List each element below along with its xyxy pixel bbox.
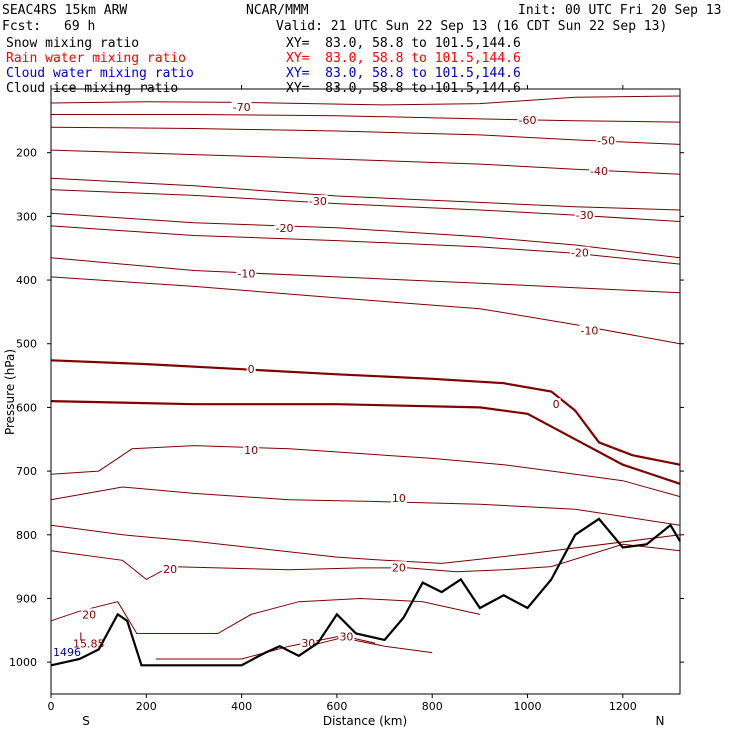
- contour-label-11: 0: [553, 398, 560, 411]
- y-tick-label-6: 800: [16, 529, 37, 542]
- y-tick-label-4: 600: [16, 401, 37, 414]
- y-tick-label-8: 1000: [9, 656, 37, 669]
- forecast-label: Fcst:: [2, 19, 42, 34]
- contour-line-1: [51, 114, 681, 123]
- y-tick-label-7: 900: [16, 592, 37, 605]
- init-time: Init: 00 UTC Fri 20 Sep 13: [518, 3, 722, 18]
- contour-label-6: -20: [276, 222, 294, 235]
- contour-label-bg: [243, 444, 260, 458]
- x-tick-label-6: 1200: [609, 700, 637, 713]
- contour-line-16: [50, 597, 481, 634]
- field-name-snow: Snow mixing ratio: [6, 36, 140, 51]
- contour-label-3: -40: [590, 165, 608, 178]
- contour-line-11: [50, 400, 681, 485]
- forecast-hours: 69 h: [64, 19, 96, 34]
- contour-label-bg: [596, 134, 617, 148]
- x-tick-label-5: 1000: [514, 700, 542, 713]
- annotation-0: L: [79, 631, 86, 644]
- contour-line-8: [50, 257, 681, 294]
- contour-label-10: 0: [248, 363, 255, 376]
- contour-label-bg: [579, 324, 600, 338]
- contour-label-bg: [551, 398, 561, 412]
- model-name: SEAC4RS 15km ARW: [2, 3, 128, 18]
- contour-line-12: [50, 445, 681, 498]
- x-tick-label-1: 200: [136, 700, 157, 713]
- x-tick-label-4: 800: [422, 700, 443, 713]
- contour-label-bg: [589, 165, 609, 179]
- x-tick-label-2: 400: [231, 700, 252, 713]
- terrain-surface: [50, 517, 681, 667]
- contour-label-bg: [390, 561, 407, 575]
- contour-line-7: [50, 225, 681, 265]
- contour-label-17: 30: [301, 637, 315, 650]
- annotation-2: 1496: [53, 646, 81, 659]
- contour-label-2: -50: [597, 135, 615, 148]
- contour-label-15: 20: [392, 561, 406, 574]
- y-tick-label-5: 700: [16, 465, 37, 478]
- contour-label-8: -10: [237, 268, 255, 281]
- contour-line-6: [50, 212, 681, 259]
- plot-frame: [50, 88, 681, 695]
- x-tick-label-0: 0: [48, 700, 55, 713]
- contour-label-bg: [162, 563, 179, 577]
- contour-line-4: [50, 177, 681, 211]
- x-tick-label-3: 600: [326, 700, 347, 713]
- y-tick-label-0: 200: [16, 147, 37, 160]
- contour-label-bg: [246, 363, 256, 377]
- field-xy-rain: XY= 83.0, 58.8 to 101.5,144.6: [286, 51, 521, 66]
- field-xy-cloud-water: XY= 83.0, 58.8 to 101.5,144.6: [286, 66, 521, 81]
- x-axis-label: Distance (km): [323, 714, 407, 728]
- contour-label-12: 10: [244, 444, 258, 457]
- contour-label-bg: [390, 491, 407, 505]
- annotation-1: 15.85: [73, 638, 105, 651]
- y-tick-label-2: 400: [16, 274, 37, 287]
- contour-line-13: [50, 486, 681, 526]
- valid-time: Valid: 21 UTC Sun 22 Sep 13 (16 CDT Sun …: [276, 19, 668, 34]
- contour-label-16: 20: [82, 608, 96, 621]
- x-axis: 0 200 400 600 800 1000 1200: [48, 85, 637, 713]
- field-name-rain: Rain water mixing ratio: [6, 51, 187, 66]
- temperature-contours: [50, 95, 681, 660]
- x-end-label-left: S: [82, 714, 90, 728]
- contour-label-13: 10: [392, 492, 406, 505]
- contour-label-5: -30: [576, 209, 594, 222]
- contour-label-bg: [274, 221, 295, 235]
- contour-labels: -70 -60 -50 -40 -30 -30 -20 -20 -10 -10 0 0 10 10 20 20…: [81, 100, 617, 651]
- contour-label-14: 20: [163, 563, 177, 576]
- contour-line-15: [50, 524, 681, 564]
- contour-label-18: 30: [339, 631, 353, 644]
- x-end-label-right: N: [656, 714, 665, 728]
- contour-label-4: -30: [309, 195, 327, 208]
- contour-line-2: [50, 126, 681, 145]
- contour-label-bg: [236, 267, 257, 281]
- contour-label-0: -70: [233, 101, 251, 114]
- contour-label-9: -10: [580, 324, 598, 337]
- center-name: NCAR/MMM: [246, 3, 309, 18]
- y-tick-label-3: 500: [16, 338, 37, 351]
- field-name-cloud-water: Cloud water mixing ratio: [6, 66, 194, 81]
- contour-label-7: -20: [571, 247, 589, 260]
- contour-line-0: [50, 95, 681, 106]
- contour-label-bg: [569, 246, 590, 260]
- contour-label-bg: [338, 630, 355, 644]
- contour-label-bg: [307, 195, 328, 209]
- contour-label-bg: [574, 209, 595, 223]
- contour-label-bg: [517, 114, 538, 128]
- contour-label-bg: [81, 608, 98, 622]
- terrain-line: [50, 517, 681, 667]
- contour-label-1: -60: [519, 114, 537, 127]
- field-xy-snow: XY= 83.0, 58.8 to 101.5,144.6: [286, 36, 521, 51]
- contour-line-17: [155, 636, 433, 660]
- contour-label-bg: [231, 100, 252, 114]
- contour-line-3: [50, 149, 681, 175]
- contour-line-14: [50, 543, 681, 580]
- contour-line-10: [50, 359, 681, 466]
- y-axis-label: Pressure (hPa): [3, 349, 17, 435]
- y-tick-label-1: 300: [16, 210, 37, 223]
